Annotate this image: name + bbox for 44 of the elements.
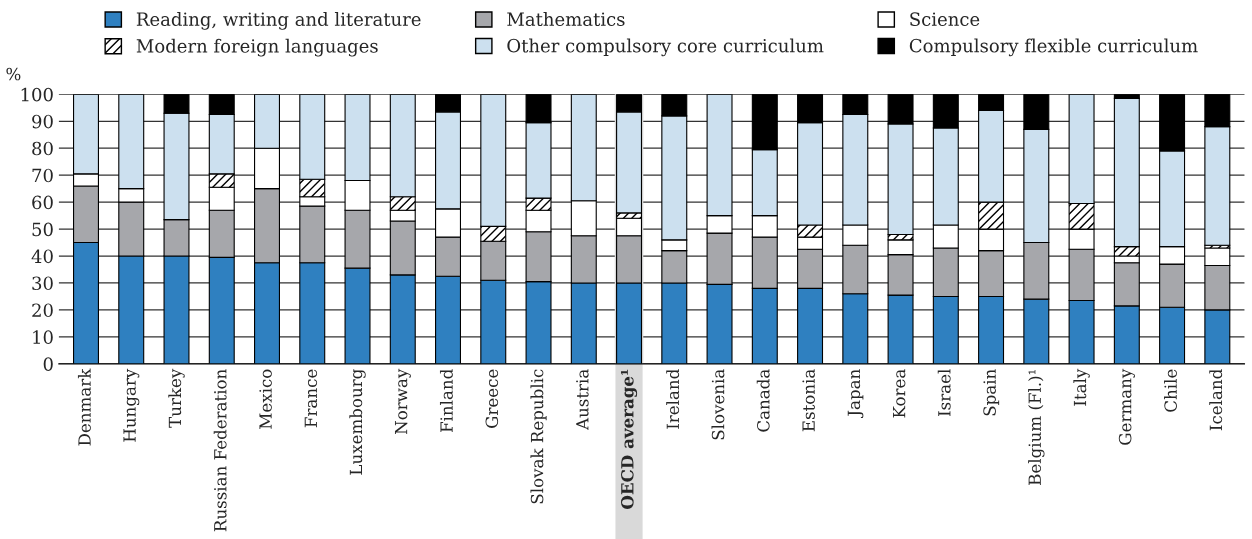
legend-label: Other compulsory core curriculum <box>507 38 824 57</box>
x-tick-label: OECD average¹ <box>621 369 638 509</box>
y-tick-label: 30 <box>32 276 53 291</box>
x-tick-label: Korea <box>893 369 906 418</box>
x-tick-label: Belgium (Fl.)¹ <box>1028 369 1045 485</box>
y-tick-label: 70 <box>32 168 53 183</box>
x-tick-label: Slovenia <box>711 369 725 440</box>
legend-label: Science <box>910 12 980 26</box>
y-tick-label: 60 <box>32 195 53 210</box>
x-tick-label: Denmark <box>77 368 91 446</box>
y-tick-label: 20 <box>32 303 53 318</box>
x-tick-label: Iceland <box>1209 369 1223 431</box>
x-tick-label: Canada <box>756 369 770 432</box>
y-tick-label: 50 <box>32 222 53 237</box>
y-tick-label: 10 <box>33 330 53 344</box>
y-tick-label: 80 <box>32 141 53 156</box>
x-tick-label: Greece <box>485 369 499 428</box>
x-tick-label: Italy <box>1073 368 1090 406</box>
x-tick-label: France <box>304 369 318 428</box>
y-tick-label: 40 <box>31 249 53 264</box>
x-tick-label: Mexico <box>259 369 272 429</box>
x-tick-label: Spain <box>983 369 1000 416</box>
x-tick-label: Germany <box>1118 368 1135 445</box>
legend-label: Mathematics <box>507 12 625 26</box>
x-tick-label: Estonia <box>802 369 815 432</box>
x-tick-label: Russian Federation <box>213 369 227 532</box>
x-tick-label: Finland <box>439 369 453 433</box>
y-tick-label: 0 <box>43 357 53 371</box>
legend-label: Modern foreign languages <box>136 38 378 57</box>
x-tick-label: Luxembourg <box>349 369 366 475</box>
y-tick-label: 100 <box>21 87 53 102</box>
x-tick-label: Hungary <box>123 368 140 442</box>
legend-label: Reading, writing and literature <box>136 12 421 30</box>
x-tick-label: Israel <box>937 369 951 416</box>
y-axis-title: % <box>6 67 21 81</box>
x-tick-label: Turkey <box>168 368 185 428</box>
x-tick-label: Ireland <box>666 369 680 429</box>
x-tick-label: Austria <box>576 369 589 431</box>
x-tick-label: Norway <box>394 368 411 435</box>
legend-label: Compulsory flexible curriculum <box>909 38 1198 57</box>
x-tick-label: Japan <box>847 369 864 419</box>
x-tick-label: Slovak Republic <box>530 369 547 504</box>
x-tick-label: Chile <box>1164 369 1177 412</box>
y-tick-label: 90 <box>32 114 53 129</box>
